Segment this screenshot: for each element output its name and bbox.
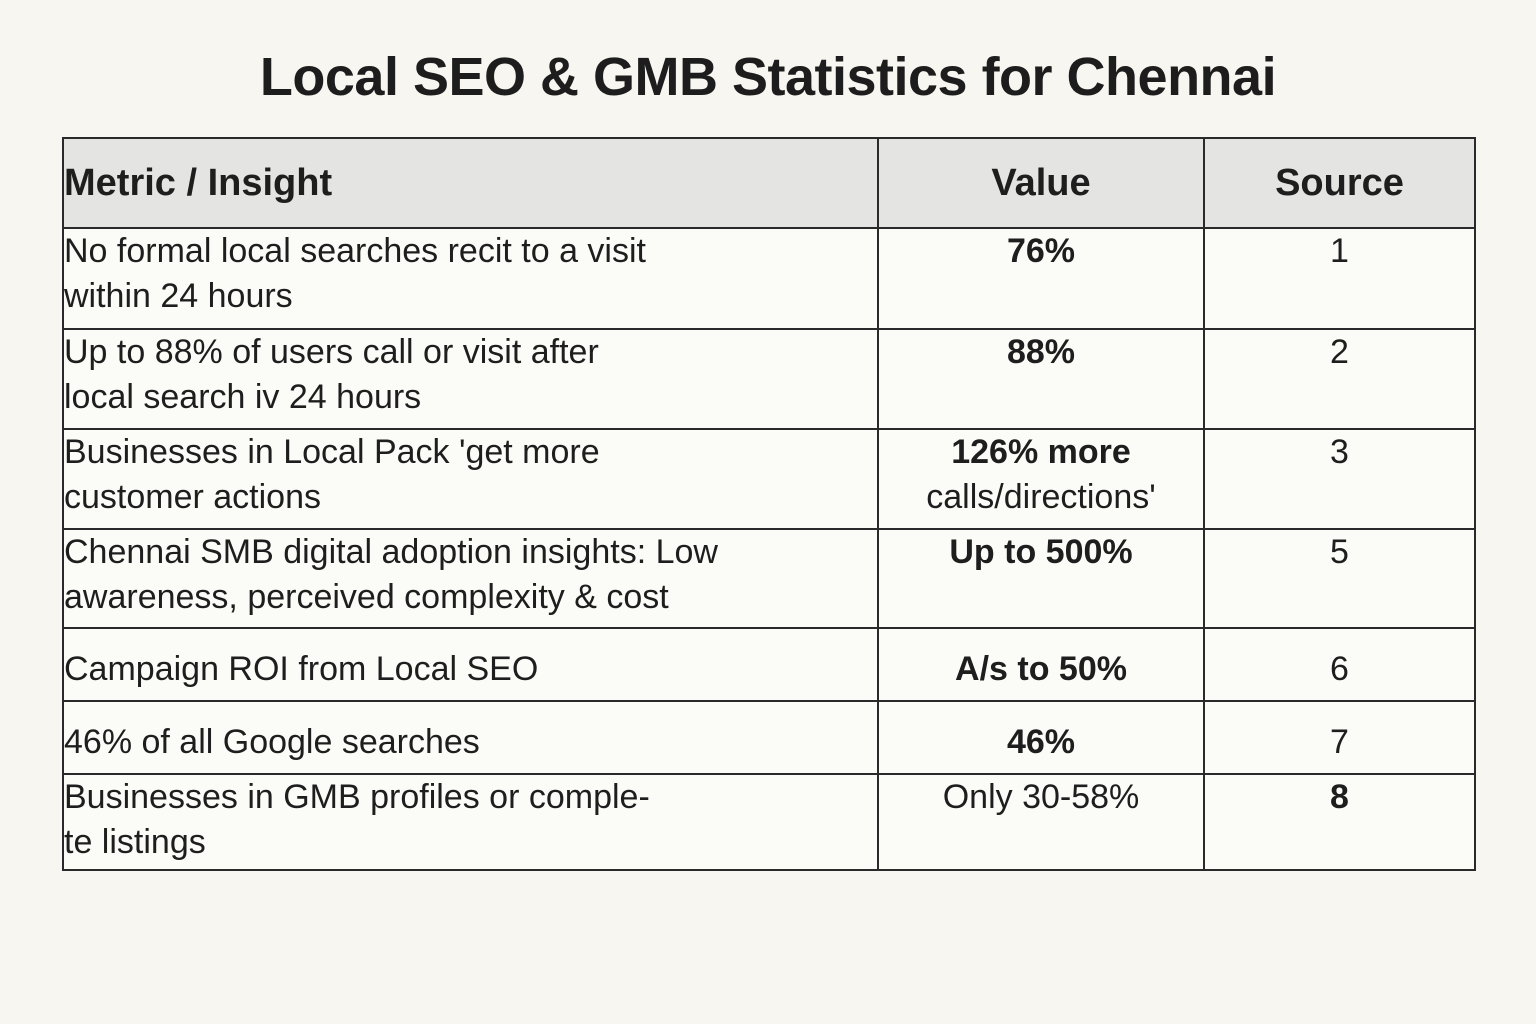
value-cell: 46%: [877, 700, 1205, 775]
metric-cell: Businesses in Local Pack 'get more custo…: [62, 428, 879, 530]
metric-text: Businesses in Local Pack 'get more: [64, 433, 600, 471]
page-title: Local SEO & GMB Statistics for Chennai: [259, 47, 1277, 107]
value-text: 126% more: [951, 433, 1131, 471]
value-text: 76%: [1006, 232, 1076, 270]
value-text: Up to 500%: [949, 533, 1133, 571]
table-header: Metric / Insight Value Source: [62, 137, 1476, 229]
metric-text: te listings: [64, 823, 206, 861]
header-row: Metric / Insight Value Source: [62, 137, 1476, 229]
table-body: No formal local searches recit to a visi…: [62, 227, 1476, 871]
value-cell: A/s to 50%: [877, 627, 1205, 702]
table-row: Chennai SMB digital adoption insights: L…: [62, 528, 1476, 629]
source-cell: 3: [1203, 428, 1476, 530]
metric-cell: Up to 88% of users call or visit after l…: [62, 328, 879, 430]
source-cell: 5: [1203, 528, 1476, 629]
table-row: No formal local searches recit to a visi…: [62, 227, 1476, 330]
table-row: Businesses in GMB profiles or comple- te…: [62, 773, 1476, 871]
value-text: 46%: [1006, 723, 1076, 761]
source-cell: 6: [1203, 627, 1476, 702]
metric-text: awareness, perceived complexity & cost: [64, 578, 669, 616]
metric-text: No formal local searches recit to a visi…: [64, 232, 646, 270]
metric-cell: Chennai SMB digital adoption insights: L…: [62, 528, 879, 629]
column-header-source: Source: [1203, 137, 1476, 229]
source-cell: 7: [1203, 700, 1476, 775]
value-text: A/s to 50%: [955, 650, 1127, 688]
value-cell: Only 30-58%: [877, 773, 1205, 871]
metric-cell: No formal local searches recit to a visi…: [62, 227, 879, 330]
value-text: calls/directions': [926, 478, 1156, 516]
table-row: Businesses in Local Pack 'get more custo…: [62, 428, 1476, 530]
metric-text: 46% of all Google searches: [64, 723, 480, 761]
metric-text: Businesses in GMB profiles or comple-: [64, 778, 650, 816]
metric-text: Up to 88% of users call or visit after: [64, 333, 599, 371]
metric-text: Chennai SMB digital adoption insights: L…: [64, 533, 718, 571]
metric-cell: 46% of all Google searches: [62, 700, 879, 775]
source-cell: 8: [1203, 773, 1476, 871]
metric-cell: Businesses in GMB profiles or comple- te…: [62, 773, 879, 871]
value-cell: 76%: [877, 227, 1205, 330]
metric-text: local search iv 24 hours: [64, 378, 422, 416]
table-row: Campaign ROI from Local SEO A/s to 50% 6: [62, 627, 1476, 702]
table-row: 46% of all Google searches 46% 7: [62, 700, 1476, 775]
value-cell: 88%: [877, 328, 1205, 430]
source-cell: 1: [1203, 227, 1476, 330]
table-row: Up to 88% of users call or visit after l…: [62, 328, 1476, 430]
value-text: 88%: [1006, 333, 1076, 371]
value-text: Only 30-58%: [942, 778, 1140, 816]
metric-cell: Campaign ROI from Local SEO: [62, 627, 879, 702]
statistics-table: Metric / Insight Value Source No formal …: [62, 137, 1476, 871]
column-header-value: Value: [877, 137, 1205, 229]
source-cell: 2: [1203, 328, 1476, 430]
value-cell: Up to 500%: [877, 528, 1205, 629]
metric-text: Campaign ROI from Local SEO: [64, 650, 539, 688]
value-cell: 126% more calls/directions': [877, 428, 1205, 530]
metric-text: within 24 hours: [64, 277, 293, 315]
metric-text: customer actions: [64, 478, 321, 516]
column-header-metric: Metric / Insight: [62, 137, 879, 229]
